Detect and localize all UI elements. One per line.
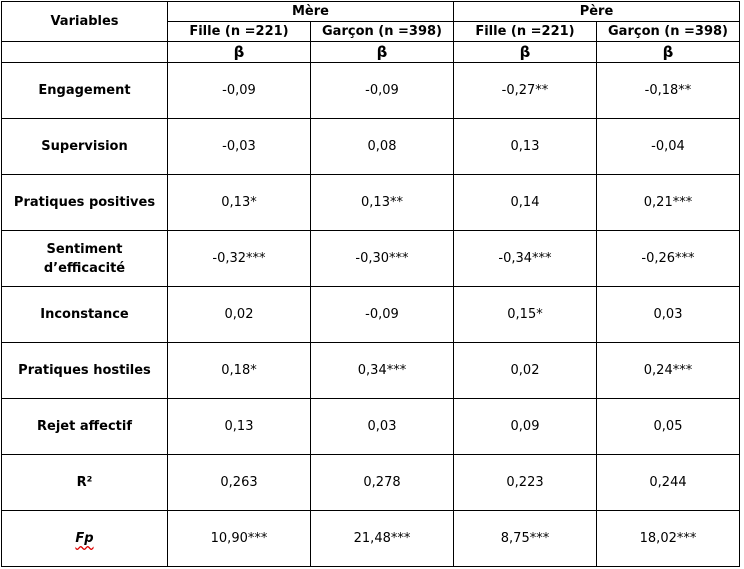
value-cell: -0,18** bbox=[596, 62, 740, 119]
value-cell: -0,34*** bbox=[453, 230, 597, 287]
value-cell: 0,02 bbox=[167, 286, 311, 343]
value-cell: 0,13* bbox=[167, 174, 311, 231]
value-cell: 0,08 bbox=[310, 118, 454, 175]
value-cell: -0,04 bbox=[596, 118, 740, 175]
row-label: Inconstance bbox=[1, 286, 168, 343]
value-cell: -0,03 bbox=[167, 118, 311, 175]
value-cell: -0,09 bbox=[167, 62, 311, 119]
value-cell: 0,15* bbox=[453, 286, 597, 343]
table-row: Fp 10,90*** 21,48*** 8,75*** 18,02*** bbox=[1, 510, 740, 567]
row-label: Pratiques positives bbox=[1, 174, 168, 231]
column-header-mere-fille: Fille (n =221) bbox=[167, 21, 311, 42]
table-row: Sentiment d’efficacité -0,32*** -0,30***… bbox=[1, 230, 740, 287]
value-cell: 0,14 bbox=[453, 174, 597, 231]
row-label: Engagement bbox=[1, 62, 168, 119]
value-cell: 0,223 bbox=[453, 454, 597, 511]
value-cell: 0,03 bbox=[310, 398, 454, 455]
value-cell: 0,09 bbox=[453, 398, 597, 455]
row-label: Rejet affectif bbox=[1, 398, 168, 455]
table-row: Pratiques positives 0,13* 0,13** 0,14 0,… bbox=[1, 174, 740, 231]
value-cell: 21,48*** bbox=[310, 510, 454, 567]
row-label: Pratiques hostiles bbox=[1, 342, 168, 399]
value-cell: 0,24*** bbox=[596, 342, 740, 399]
table-row: Rejet affectif 0,13 0,03 0,09 0,05 bbox=[1, 398, 740, 455]
value-cell: 0,21*** bbox=[596, 174, 740, 231]
value-cell: 0,244 bbox=[596, 454, 740, 511]
value-cell: 10,90*** bbox=[167, 510, 311, 567]
value-cell: 8,75*** bbox=[453, 510, 597, 567]
value-cell: 0,13 bbox=[167, 398, 311, 455]
value-cell: 18,02*** bbox=[596, 510, 740, 567]
variables-subheader-blank bbox=[1, 41, 168, 63]
beta-symbol: β bbox=[453, 41, 597, 63]
column-header-pere-fille: Fille (n =221) bbox=[453, 21, 597, 42]
value-cell: -0,26*** bbox=[596, 230, 740, 287]
value-cell: -0,32*** bbox=[167, 230, 311, 287]
value-cell: -0,27** bbox=[453, 62, 597, 119]
variables-header: Variables bbox=[1, 1, 168, 42]
table-row: Inconstance 0,02 -0,09 0,15* 0,03 bbox=[1, 286, 740, 343]
table-row: Pratiques hostiles 0,18* 0,34*** 0,02 0,… bbox=[1, 342, 740, 399]
row-label: R² bbox=[1, 454, 168, 511]
value-cell: -0,30*** bbox=[310, 230, 454, 287]
column-header-pere-garcon: Garçon (n =398) bbox=[596, 21, 740, 42]
beta-symbol: β bbox=[167, 41, 311, 63]
table-row: Engagement -0,09 -0,09 -0,27** -0,18** bbox=[1, 62, 740, 119]
value-cell: 0,05 bbox=[596, 398, 740, 455]
table-row: Supervision -0,03 0,08 0,13 -0,04 bbox=[1, 118, 740, 175]
value-cell: 0,278 bbox=[310, 454, 454, 511]
value-cell: 0,13 bbox=[453, 118, 597, 175]
value-cell: -0,09 bbox=[310, 62, 454, 119]
beta-symbol: β bbox=[310, 41, 454, 63]
value-cell: 0,34*** bbox=[310, 342, 454, 399]
row-label: Sentiment d’efficacité bbox=[1, 230, 168, 287]
value-cell: 0,263 bbox=[167, 454, 311, 511]
row-label: Supervision bbox=[1, 118, 168, 175]
column-header-mere-garcon: Garçon (n =398) bbox=[310, 21, 454, 42]
value-cell: -0,09 bbox=[310, 286, 454, 343]
row-label: Fp bbox=[75, 531, 94, 546]
value-cell: 0,02 bbox=[453, 342, 597, 399]
value-cell: 0,03 bbox=[596, 286, 740, 343]
group-header-mere: Mère bbox=[167, 1, 454, 22]
value-cell: 0,18* bbox=[167, 342, 311, 399]
group-header-pere: Père bbox=[453, 1, 740, 22]
table-row: R² 0,263 0,278 0,223 0,244 bbox=[1, 454, 740, 511]
value-cell: 0,13** bbox=[310, 174, 454, 231]
beta-symbol: β bbox=[596, 41, 740, 63]
